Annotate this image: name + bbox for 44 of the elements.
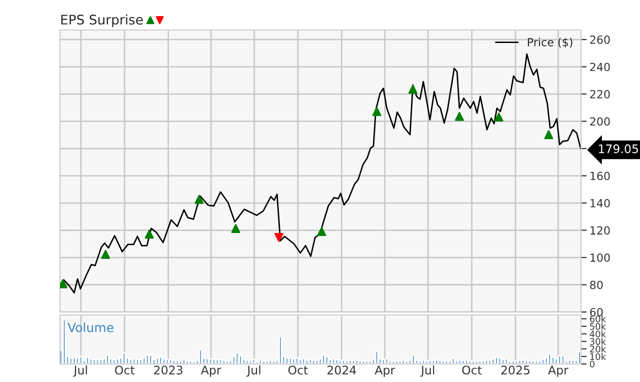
point	[194, 194, 204, 204]
y-tick-label: 200	[590, 117, 610, 126]
text: EPS Surprise	[61, 14, 143, 28]
point	[544, 130, 554, 140]
x-tick-label: 2023	[154, 366, 182, 375]
y-tick-label: 120	[590, 226, 610, 235]
y-tick-label: 80	[590, 280, 603, 290]
legend-label: Price ($)	[528, 38, 572, 48]
y-tick-label: 30k	[590, 338, 606, 345]
x-tick-label: Oct	[115, 366, 135, 375]
point	[144, 230, 154, 239]
point	[231, 224, 240, 233]
y-tick-label: 240	[590, 62, 610, 72]
y-tick-label: 60k	[590, 315, 606, 322]
y-tick-label: 50k	[590, 322, 606, 330]
y-tick-label: 140	[590, 198, 610, 208]
point	[454, 112, 464, 121]
point	[317, 226, 326, 236]
x-tick-label: 2024	[327, 366, 356, 375]
y-tick-label: 60	[590, 308, 603, 316]
point	[372, 106, 382, 116]
x-tick-label: Apr	[374, 366, 396, 377]
x-tick-label: 2025	[501, 366, 530, 375]
x-tick-label: Jul	[73, 365, 87, 377]
series-label: Volume	[68, 322, 114, 332]
point	[494, 112, 504, 122]
y-tick-label: 220	[590, 90, 610, 98]
x-tick-label: Apr	[548, 366, 568, 377]
x-tick-label: Apr	[200, 366, 222, 377]
y-tick-label: 160	[590, 172, 610, 180]
point	[408, 84, 418, 94]
y-tick-label: 40k	[590, 330, 606, 338]
point	[274, 232, 284, 242]
y-tick-label: 10k	[590, 353, 606, 360]
x-tick-label: Oct	[462, 366, 482, 375]
y-tick-label: 0	[590, 360, 594, 368]
y-tick-label: 20k	[590, 345, 606, 352]
x-tick-label: Oct	[288, 366, 308, 375]
x-tick-label: Jul	[246, 365, 260, 377]
x-tick-label: Jul	[420, 365, 434, 377]
annotation: 179.05	[598, 144, 638, 154]
y-tick-label: 100	[590, 253, 610, 262]
y-tick-label: 260	[590, 36, 610, 44]
point	[101, 250, 110, 259]
